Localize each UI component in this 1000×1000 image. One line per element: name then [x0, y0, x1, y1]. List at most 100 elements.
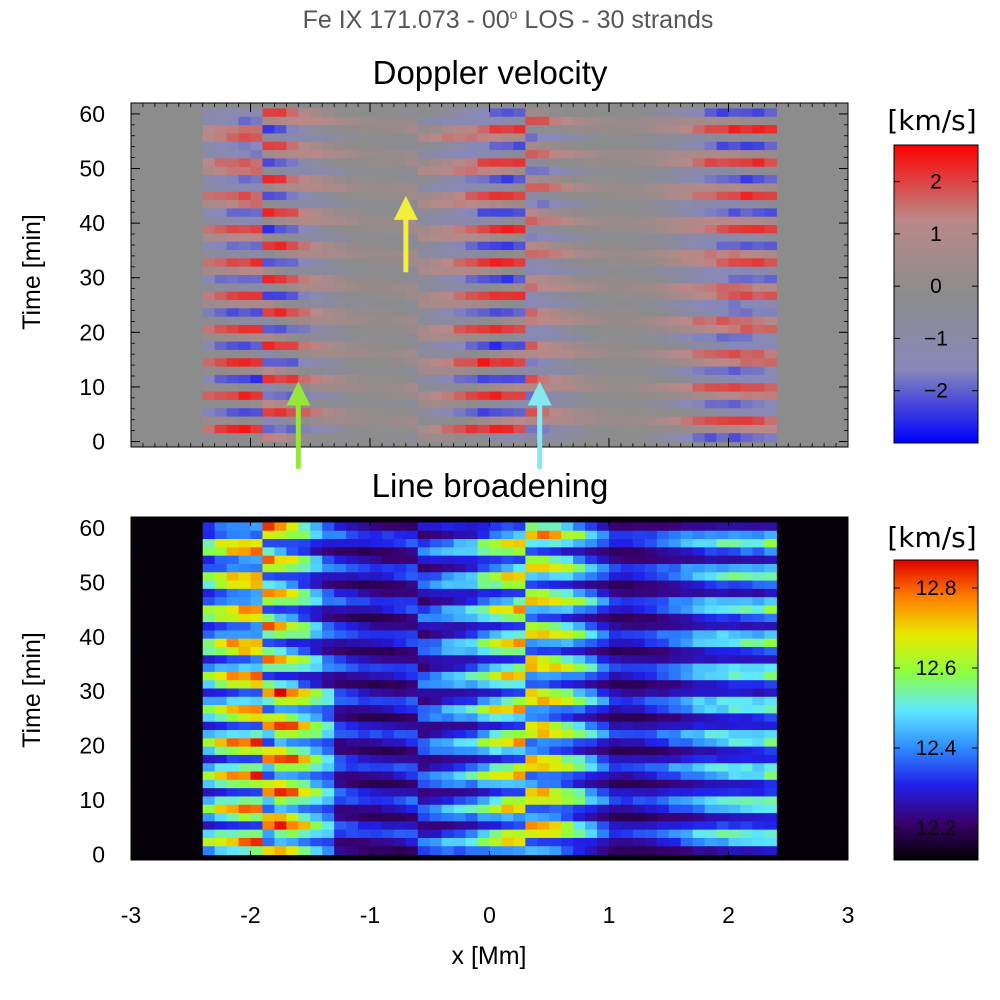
- heatmap-cell: [322, 191, 335, 201]
- heatmap-cell: [668, 225, 682, 234]
- heatmap-cell: [262, 316, 275, 326]
- heatmap-cell: [764, 829, 777, 839]
- heatmap-cell: [501, 746, 514, 756]
- heatmap-cell: [226, 572, 240, 582]
- heatmap-cell: [585, 597, 598, 607]
- heatmap-cell: [704, 358, 718, 368]
- heatmap-cell: [453, 613, 467, 623]
- heatmap-cell: [429, 208, 443, 218]
- heatmap-cell: [525, 308, 538, 318]
- heatmap-cell: [453, 580, 467, 590]
- heatmap-cell: [764, 175, 777, 185]
- heatmap-cell: [262, 366, 275, 376]
- heatmap-cell: [537, 837, 550, 847]
- heatmap-cell: [704, 116, 718, 126]
- heatmap-cell: [381, 150, 395, 160]
- doppler-colorbar: 210−1−2: [893, 144, 979, 444]
- heatmap-cell: [429, 821, 443, 831]
- heatmap-cell: [334, 738, 347, 748]
- heatmap-cell: [226, 588, 240, 598]
- heatmap-cell: [346, 175, 359, 185]
- heatmap-cell: [489, 713, 503, 723]
- heatmap-cell: [692, 358, 706, 368]
- heatmap-cell: [632, 408, 646, 418]
- heatmap-cell: [441, 622, 455, 631]
- heatmap-cell: [238, 383, 252, 393]
- heatmap-cell: [286, 341, 299, 351]
- heatmap-cell: [417, 721, 431, 731]
- heatmap-cell: [561, 200, 574, 209]
- heatmap-cell: [477, 299, 491, 309]
- heatmap-cell: [262, 796, 275, 806]
- heatmap-cell: [668, 275, 682, 284]
- heatmap-cell: [381, 771, 395, 781]
- heatmap-cell: [286, 837, 299, 847]
- heatmap-cell: [680, 225, 694, 234]
- heatmap-cell: [609, 349, 622, 359]
- heatmap-cell: [262, 183, 275, 193]
- heatmap-cell: [632, 713, 646, 723]
- heatmap-cell: [381, 316, 395, 326]
- heatmap-cell: [561, 829, 574, 839]
- heatmap-cell: [441, 613, 455, 623]
- heatmap-cell: [704, 241, 718, 251]
- heatmap-cell: [716, 730, 730, 739]
- heatmap-cell: [274, 349, 287, 359]
- heatmap-cell: [477, 680, 491, 690]
- heatmap-cell: [716, 572, 730, 582]
- heatmap-cell: [692, 713, 706, 723]
- heatmap-cell: [716, 713, 730, 723]
- heatmap-cell: [525, 250, 538, 259]
- heatmap-cell: [704, 680, 718, 690]
- heatmap-cell: [537, 563, 550, 573]
- heatmap-cell: [513, 522, 526, 532]
- heatmap-cell: [716, 374, 730, 384]
- heatmap-cell: [752, 133, 765, 143]
- heatmap-cell: [537, 846, 550, 856]
- heatmap-cell: [716, 846, 730, 856]
- heatmap-cell: [740, 433, 753, 443]
- heatmap-cell: [549, 241, 562, 251]
- heatmap-cell: [358, 116, 371, 126]
- heatmap-cell: [692, 746, 706, 756]
- heatmap-cell: [585, 630, 598, 640]
- heatmap-cell: [740, 730, 753, 739]
- heatmap-cell: [704, 597, 718, 607]
- heatmap-cell: [609, 316, 622, 326]
- heatmap-cell: [501, 216, 514, 226]
- heatmap-cell: [346, 416, 359, 426]
- heatmap-cell: [620, 555, 634, 565]
- heatmap-cell: [202, 341, 216, 351]
- heatmap-cell: [202, 366, 216, 376]
- heatmap-cell: [310, 837, 323, 847]
- heatmap-cell: [752, 275, 765, 284]
- heatmap-cell: [310, 663, 323, 673]
- heatmap-cell: [453, 150, 467, 160]
- heatmap-cell: [644, 754, 658, 764]
- heatmap-cell: [417, 291, 431, 301]
- heatmap-cell: [668, 316, 682, 326]
- heatmap-cell: [680, 374, 694, 384]
- heatmap-cell: [632, 125, 646, 135]
- heatmap-cell: [214, 539, 228, 548]
- heatmap-cell: [704, 308, 718, 318]
- heatmap-cell: [764, 358, 777, 368]
- heatmap-cell: [644, 116, 658, 126]
- heatmap-cell: [250, 547, 264, 557]
- heatmap-cell: [214, 299, 228, 309]
- heatmap-cell: [346, 547, 359, 557]
- heatmap-cell: [286, 299, 299, 309]
- heatmap-cell: [346, 813, 359, 822]
- heatmap-cell: [453, 349, 467, 359]
- heatmap-cell: [561, 597, 574, 607]
- heatmap-cell: [597, 588, 610, 598]
- heatmap-cell: [453, 563, 467, 573]
- heatmap-cell: [716, 655, 730, 665]
- heatmap-cell: [381, 547, 395, 557]
- heatmap-cell: [501, 655, 514, 665]
- heatmap-cell: [250, 216, 264, 226]
- heatmap-cell: [561, 680, 574, 690]
- heatmap-cell: [358, 283, 371, 293]
- heatmap-cell: [537, 688, 550, 698]
- heatmap-cell: [286, 191, 299, 201]
